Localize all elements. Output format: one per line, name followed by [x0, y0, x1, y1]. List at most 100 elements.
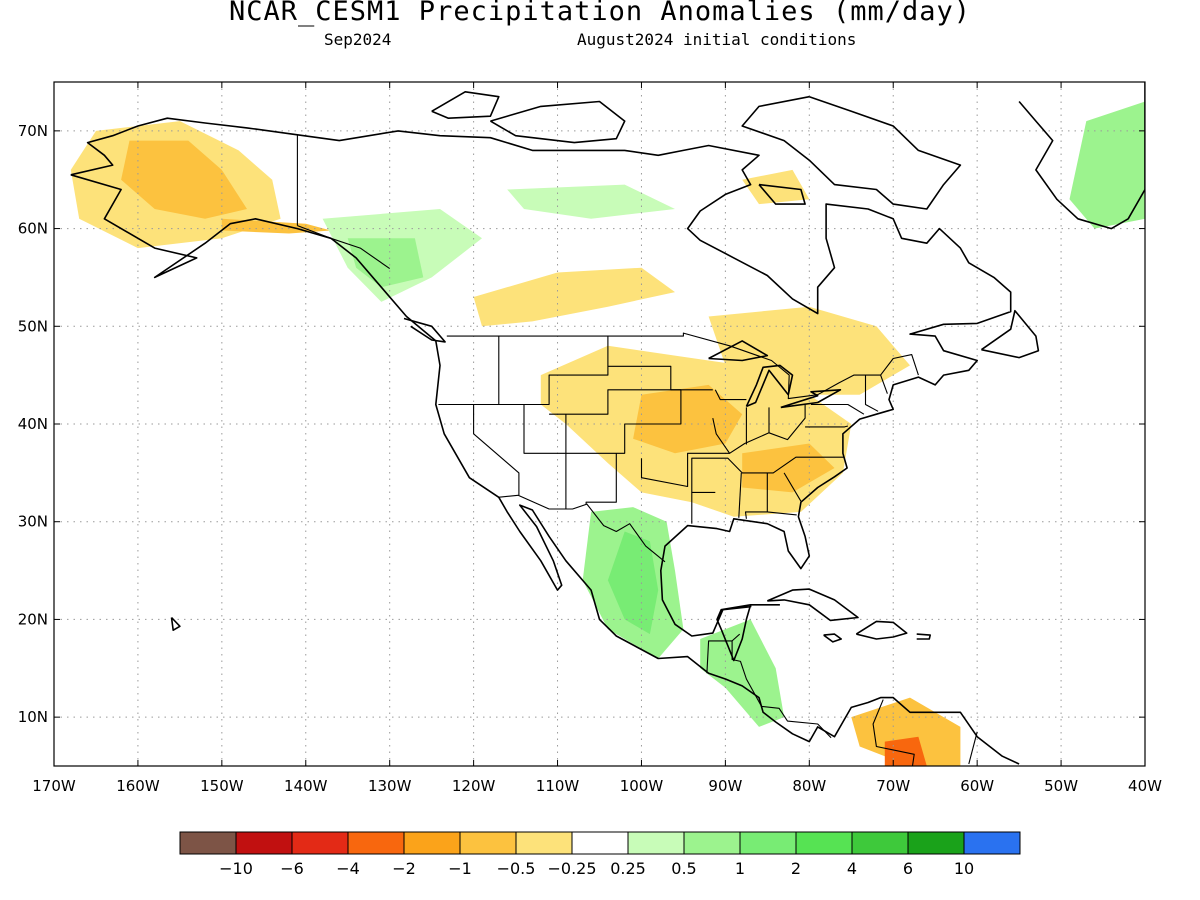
colorbar-label: 6 [903, 859, 913, 878]
colorbar-label: −10 [219, 859, 253, 878]
border-26 [811, 403, 865, 415]
coastline-3 [741, 95, 962, 210]
lon-tick-label: 60W [960, 777, 994, 795]
colorbar-label: −1 [448, 859, 472, 878]
border-13 [640, 452, 730, 488]
colorbar-swatch [851, 831, 909, 855]
lon-tick-label: 100W [620, 777, 664, 795]
border-5 [731, 640, 832, 739]
colorbar-swatch [963, 831, 1021, 855]
colorbar-label: −0.5 [497, 859, 536, 878]
colorbar-swatch [571, 831, 629, 855]
lon-tick-label: 160W [116, 777, 160, 795]
target-month-label: Sep2024 [324, 30, 392, 49]
colorbar-label: −0.25 [547, 859, 596, 878]
map-axes: 10N 20N 30N 40N 50N 60N 70N 170W 160W 150W 140W 130… [18, 82, 1162, 795]
anomaly-patch-6 [473, 267, 675, 327]
coastline-8 [823, 633, 843, 643]
coastline-2 [1018, 82, 1145, 230]
border-10 [523, 389, 682, 454]
lon-tick-label: 110W [536, 777, 580, 795]
coastline-15 [745, 364, 794, 408]
border-17 [744, 472, 768, 519]
colorbar-label: −2 [392, 859, 416, 878]
lon-tick-label: 130W [368, 777, 412, 795]
colorbar-swatch [907, 831, 965, 855]
border-1 [297, 225, 391, 270]
anomaly-patch-5 [507, 184, 675, 219]
colorbar-swatch [627, 831, 685, 855]
border-20 [607, 365, 713, 391]
border-16 [738, 472, 742, 518]
colorbar-swatch [179, 831, 237, 855]
coastlines [70, 82, 1145, 765]
anomaly-patch-16 [851, 697, 961, 766]
colorbar-label: 0.5 [671, 859, 696, 878]
colorbar-swatch [795, 831, 853, 855]
lon-tick-label: 90W [708, 777, 742, 795]
anomaly-patch-17 [884, 736, 927, 766]
coastline-11 [403, 317, 446, 343]
colorbar-swatch [739, 831, 797, 855]
coastline-6 [766, 588, 859, 622]
map-title: NCAR_CESM1 Precipitation Anomalies (mm/d… [229, 0, 971, 27]
political-borders [296, 134, 978, 766]
anomaly-patch-14 [700, 619, 785, 727]
coastline-0 [70, 174, 1020, 765]
anomaly-patch-10 [633, 384, 743, 454]
border-22 [712, 404, 806, 454]
colorbar-swatch [459, 831, 517, 855]
border-6 [872, 699, 915, 766]
coastline-5 [431, 91, 500, 119]
border-21 [714, 389, 747, 401]
colorbar-swatch [515, 831, 573, 855]
border-27 [864, 375, 879, 412]
coastline-10 [980, 309, 1040, 359]
lat-tick-label: 40N [18, 415, 48, 433]
colorbar-label: 10 [954, 859, 974, 878]
colorbar: −10 −6 −4 −2 −1 −0.5 −0.25 0.25 0.5 1 2 4 6 10 [179, 831, 1021, 878]
border-15 [691, 456, 844, 493]
lon-tick-label: 80W [792, 777, 826, 795]
coastline-1 [70, 117, 1012, 662]
colorbar-label: 1 [735, 859, 745, 878]
coastline-7 [855, 620, 908, 640]
border-4 [706, 633, 741, 674]
colorbar-label: −4 [336, 859, 360, 878]
colorbar-label: −6 [280, 859, 304, 878]
lat-tick-label: 60N [18, 220, 48, 238]
lon-tick-label: 40W [1128, 777, 1162, 795]
colorbar-label: 4 [847, 859, 857, 878]
init-conditions-label: August2024 initial conditions [577, 30, 857, 49]
colorbar-swatch [347, 831, 405, 855]
colorbar-swatch [403, 831, 461, 855]
coastline-9 [916, 633, 932, 640]
anomaly-patch-13 [607, 531, 659, 635]
coastline-4 [489, 100, 626, 144]
coastline-12 [758, 183, 806, 205]
colorbar-swatch [235, 831, 293, 855]
lon-tick-label: 170W [32, 777, 76, 795]
lon-tick-label: 50W [1044, 777, 1078, 795]
border-3 [497, 494, 666, 563]
colorbar-label: 0.25 [610, 859, 646, 878]
colorbar-label: 2 [791, 859, 801, 878]
lon-tick-label: 70W [876, 777, 910, 795]
anomaly-patch-15 [1069, 101, 1145, 229]
lat-tick-label: 10N [18, 708, 48, 726]
anomaly-patch-8 [708, 306, 910, 395]
border-18 [767, 511, 797, 516]
border-28 [880, 374, 888, 394]
lat-tick-label: 70N [18, 122, 48, 140]
lat-tick-label: 50N [18, 317, 48, 335]
coastline-13 [170, 616, 181, 632]
anomaly-patch-1 [121, 140, 247, 219]
lat-tick-label: 20N [18, 610, 48, 628]
lon-tick-label: 150W [200, 777, 244, 795]
lat-tick-label: 30N [18, 513, 48, 531]
lon-tick-label: 140W [284, 777, 328, 795]
anomaly-patch-11 [742, 443, 835, 493]
border-7 [968, 731, 978, 765]
border-25 [805, 425, 849, 428]
